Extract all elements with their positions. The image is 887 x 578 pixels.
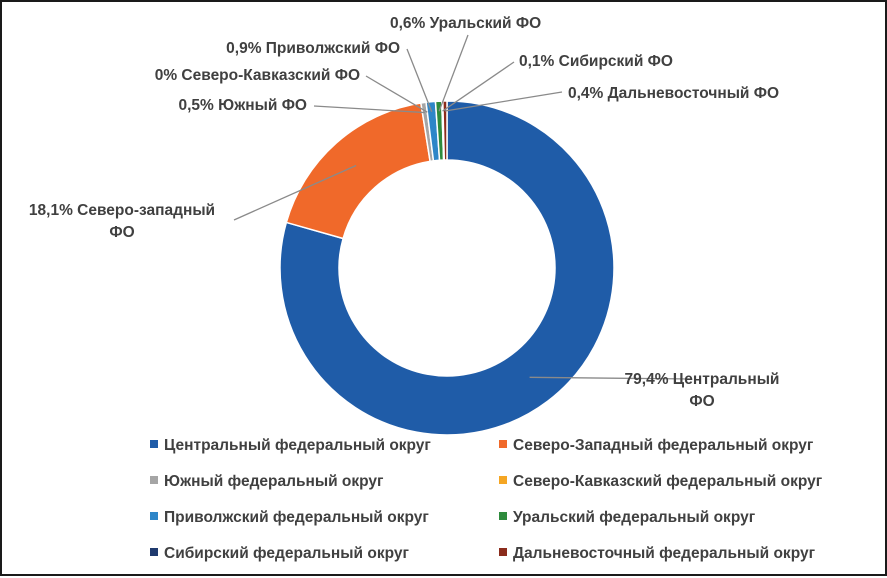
data-label-7: 0,1% Сибирский ФО [519,53,673,70]
slice-2 [285,102,431,240]
legend-swatch-2 [499,440,507,448]
leader-line-4 [365,75,428,113]
slice-8 [442,100,448,161]
legend-label-6: Уральский федеральный округ [513,509,756,526]
legend-label-2: Северо-Западный федеральный округ [513,437,814,454]
legend-swatch-5 [150,512,158,520]
legend-swatch-3 [150,476,158,484]
donut-slices [279,100,615,436]
data-label-1: 79,4% Центральный [625,371,780,388]
data-label-6: 0,6% Уральский ФО [390,15,541,32]
data-label-4: 0% Северо-Кавказский ФО [155,67,360,84]
leader-line-8 [444,91,563,112]
leader-line-6 [438,34,469,112]
data-label-8: 0,4% Дальневосточный ФО [568,85,779,102]
legend: Центральный федеральный округ Северо-Запа… [150,437,823,562]
legend-label-7: Сибирский федеральный округ [164,545,409,562]
legend-label-8: Дальневосточный федеральный округ [513,545,816,562]
data-label-5: 0,9% Приволжский ФО [226,40,400,57]
leader-line-5 [406,48,433,112]
data-label-2-line2: ФО [109,224,134,241]
data-label-3: 0,5% Южный ФО [178,97,307,114]
legend-label-5: Приволжский федеральный округ [164,509,429,526]
leader-line-2 [233,164,357,221]
legend-label-3: Южный федеральный округ [164,473,384,490]
legend-swatch-1 [150,440,158,448]
data-label-1-line2: ФО [689,393,714,410]
leader-line-7 [442,61,515,112]
data-label-2: 18,1% Северо-западный [29,202,215,219]
legend-label-1: Центральный федеральный округ [164,437,431,454]
slice-1 [279,100,615,436]
data-labels: 79,4% Центральный ФО 18,1% Северо-западный… [29,15,780,410]
legend-swatch-7 [150,548,158,556]
legend-swatch-6 [499,512,507,520]
leader-line-3 [313,105,425,114]
leader-line-1 [529,376,693,380]
legend-label-4: Северо-Кавказский федеральный округ [513,473,823,490]
legend-swatch-8 [499,548,507,556]
legend-swatch-4 [499,476,507,484]
leader-lines [233,34,693,380]
